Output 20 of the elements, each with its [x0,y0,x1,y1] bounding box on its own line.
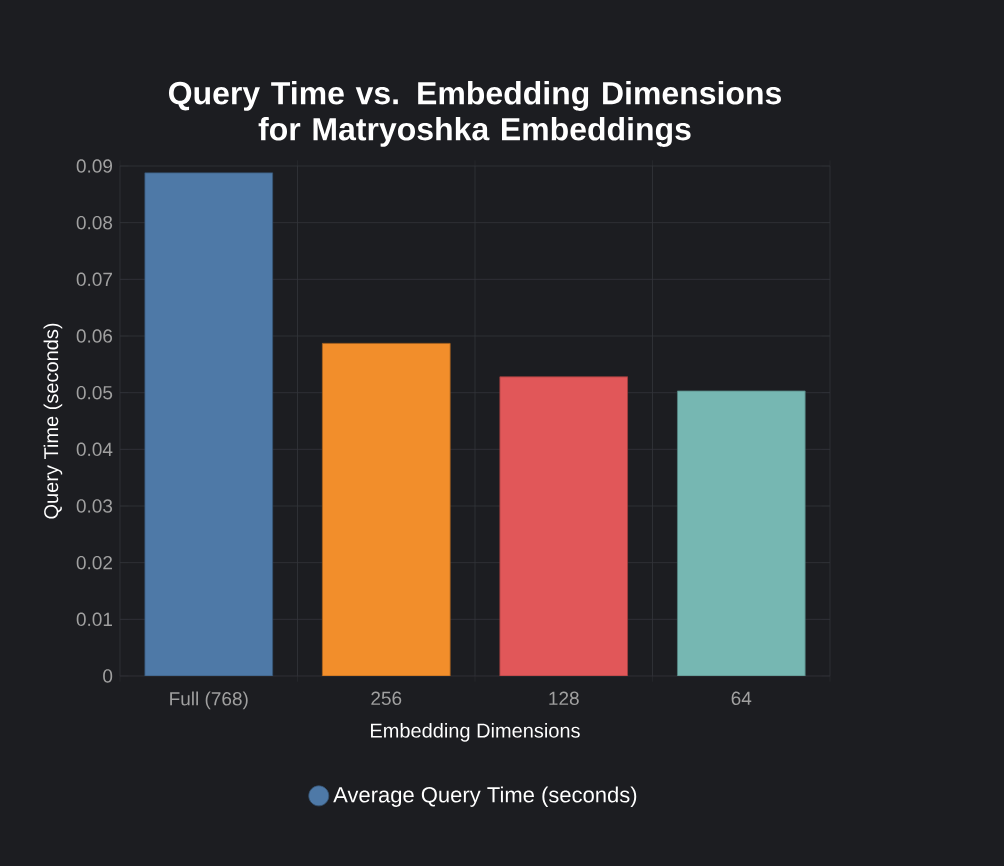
legend-label: Average Query Time (seconds) [333,786,637,807]
bar [499,376,629,676]
x-tick-label: 256 [371,691,402,706]
y-tick-label: 0.05 [76,385,113,400]
x-tick-label: 64 [731,691,752,706]
y-tick-label: 0.03 [76,499,113,513]
y-tick-label: 0.06 [76,329,113,343]
y-tick-label: 0.09 [76,159,113,173]
y-tick-label: 0 [103,669,113,683]
bar [676,390,806,676]
y-tick-label: 0.08 [76,215,113,230]
x-tick-label: Full (768) [170,691,248,710]
y-axis-title: Query Time (seconds) [43,323,63,519]
y-tick-label: 0.01 [76,612,112,627]
x-axis-title: Embedding Dimensions [371,723,580,742]
y-tick-label: 0.07 [76,272,112,287]
chart-title: Query Time vs. Embedding Dimensions for Matryoshka Embeddings [168,80,781,147]
x-tick-label: 128 [549,691,579,706]
y-tick-label: 0.04 [76,442,113,457]
y-tick-label: 0.02 [76,555,112,570]
